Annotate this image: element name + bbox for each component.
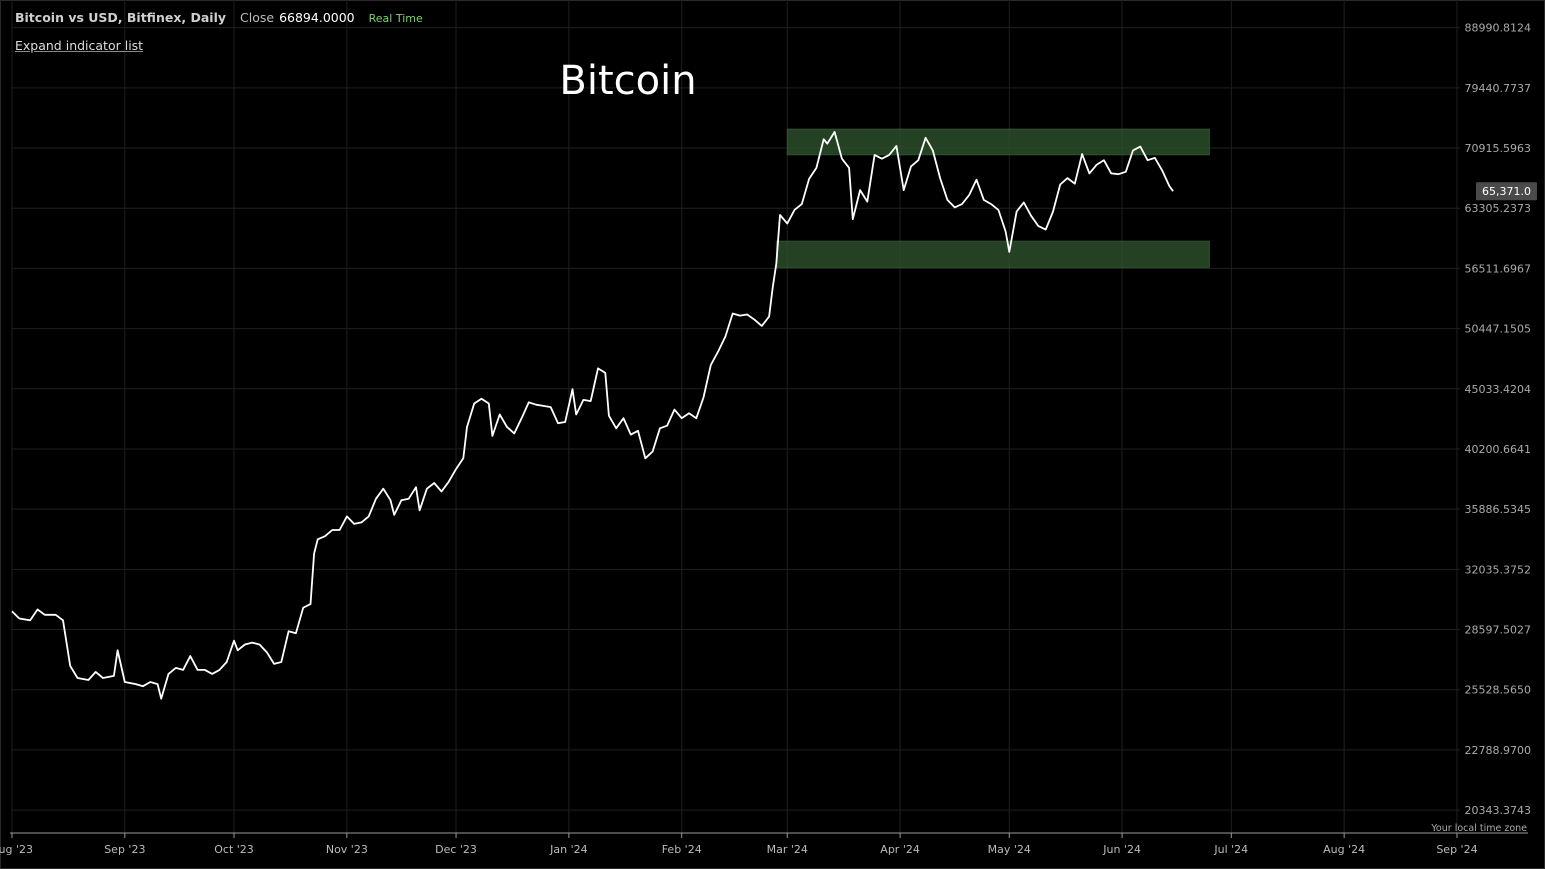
- expand-indicator-list-link[interactable]: Expand indicator list: [15, 38, 144, 53]
- y-tick-label: 28597.5027: [1465, 624, 1531, 637]
- y-tick-label: 22788.9700: [1465, 744, 1531, 757]
- price-zone-rect: [775, 240, 1210, 269]
- x-tick-label: Apr '24: [880, 843, 920, 856]
- x-tick-label: Jun '24: [1102, 843, 1141, 856]
- y-tick-label: 70915.5963: [1465, 142, 1531, 155]
- x-tick-label: Jan '24: [549, 843, 587, 856]
- last-price-badge: 65,371.0: [1476, 182, 1537, 201]
- last-price-badge-bg: [1476, 182, 1537, 201]
- x-tick-label: Feb '24: [662, 843, 702, 856]
- chart-annotation-text[interactable]: Bitcoin: [559, 58, 696, 104]
- y-tick-label: 32035.3752: [1465, 563, 1531, 576]
- y-tick-label: 45033.4204: [1465, 383, 1531, 396]
- x-axis-ticks: Aug '23 Sep '23 Oct '23 Nov '23 Dec '23 Jan '…: [0, 833, 1478, 856]
- x-tick-label: Aug '23: [0, 843, 33, 856]
- y-tick-label: 25528.5650: [1465, 684, 1531, 697]
- x-tick-label: Aug '24: [1323, 843, 1365, 856]
- close-value: 66894.0000: [279, 10, 355, 25]
- price-line-series: [11, 131, 1174, 700]
- y-axis-ticks: 88990.8124 79440.7737 70915.5963 63305.2373…: [1465, 22, 1531, 817]
- timezone-note[interactable]: Your local time zone: [1430, 823, 1527, 834]
- zone-layer: [775, 128, 1210, 269]
- symbol-title[interactable]: Bitcoin vs USD, Bitfinex, Daily: [15, 10, 227, 25]
- x-tick-label: Jul '24: [1213, 843, 1248, 856]
- y-tick-label: 79440.7737: [1465, 82, 1531, 95]
- y-tick-label: 56511.6967: [1465, 262, 1531, 275]
- price-zone-rect: [786, 128, 1210, 156]
- y-tick-label: 88990.8124: [1465, 22, 1531, 35]
- x-tick-label: Dec '23: [435, 843, 477, 856]
- x-tick-label: Sep '24: [1436, 843, 1477, 856]
- grid-layer: [11, 0, 1460, 833]
- last-price-label: 65,371.0: [1482, 185, 1531, 198]
- x-tick-label: Oct '23: [214, 843, 254, 856]
- y-tick-label: 40200.6641: [1465, 443, 1531, 456]
- x-tick-label: Sep '23: [104, 843, 145, 856]
- x-tick-label: May '24: [988, 843, 1031, 856]
- y-tick-label: 63305.2373: [1465, 202, 1531, 215]
- chart-header: Bitcoin vs USD, Bitfinex, Daily Close 66…: [15, 10, 423, 28]
- y-tick-label: 35886.5345: [1465, 503, 1531, 516]
- x-tick-label: Mar '24: [767, 843, 808, 856]
- y-tick-label: 20343.3743: [1465, 804, 1531, 817]
- y-tick-label: 50447.1505: [1465, 323, 1531, 336]
- realtime-label: Real Time: [368, 12, 423, 25]
- x-tick-label: Nov '23: [326, 843, 368, 856]
- close-label: Close: [240, 10, 275, 25]
